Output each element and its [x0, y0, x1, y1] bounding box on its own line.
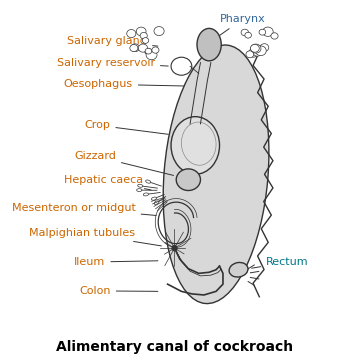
Ellipse shape: [144, 48, 151, 54]
Ellipse shape: [245, 32, 251, 38]
Ellipse shape: [136, 27, 146, 36]
Text: Rectum: Rectum: [252, 257, 309, 268]
Ellipse shape: [197, 28, 221, 61]
Ellipse shape: [251, 44, 261, 53]
Ellipse shape: [171, 57, 192, 75]
Ellipse shape: [163, 45, 269, 303]
Ellipse shape: [138, 184, 143, 187]
Ellipse shape: [137, 189, 142, 192]
Ellipse shape: [143, 193, 148, 196]
Ellipse shape: [262, 27, 273, 36]
Ellipse shape: [140, 32, 147, 39]
Ellipse shape: [146, 50, 157, 60]
Text: Colon: Colon: [79, 286, 158, 296]
Ellipse shape: [259, 29, 266, 35]
Ellipse shape: [251, 44, 259, 52]
Text: Ileum: Ileum: [74, 257, 158, 267]
Ellipse shape: [246, 51, 254, 58]
Ellipse shape: [241, 29, 248, 36]
Text: Mesenteron or midgut: Mesenteron or midgut: [12, 203, 156, 216]
Ellipse shape: [127, 29, 136, 38]
Ellipse shape: [145, 48, 152, 54]
Ellipse shape: [152, 47, 159, 53]
Ellipse shape: [171, 117, 220, 174]
Circle shape: [172, 246, 177, 251]
Ellipse shape: [255, 46, 266, 56]
Ellipse shape: [176, 169, 200, 191]
Text: Salivary gland: Salivary gland: [67, 36, 158, 46]
Text: Alimentary canal of cockroach: Alimentary canal of cockroach: [56, 340, 293, 354]
Text: Hepatic caeca: Hepatic caeca: [64, 175, 151, 190]
Ellipse shape: [131, 44, 140, 52]
Text: Malpighian tubules: Malpighian tubules: [29, 228, 161, 246]
Text: Oesophagus: Oesophagus: [64, 79, 184, 89]
Ellipse shape: [146, 180, 151, 183]
Ellipse shape: [142, 38, 149, 43]
Ellipse shape: [130, 45, 138, 52]
Ellipse shape: [154, 201, 159, 204]
Ellipse shape: [253, 49, 262, 56]
Ellipse shape: [260, 44, 269, 52]
Ellipse shape: [248, 49, 258, 57]
Text: Salivary reservoir: Salivary reservoir: [57, 57, 168, 68]
Text: Crop: Crop: [84, 120, 168, 134]
Ellipse shape: [271, 33, 278, 39]
Ellipse shape: [229, 262, 248, 277]
Text: Gizzard: Gizzard: [74, 151, 173, 175]
Ellipse shape: [154, 26, 164, 36]
Ellipse shape: [138, 44, 148, 52]
Ellipse shape: [151, 197, 156, 200]
Text: Pharynx: Pharynx: [217, 14, 265, 38]
